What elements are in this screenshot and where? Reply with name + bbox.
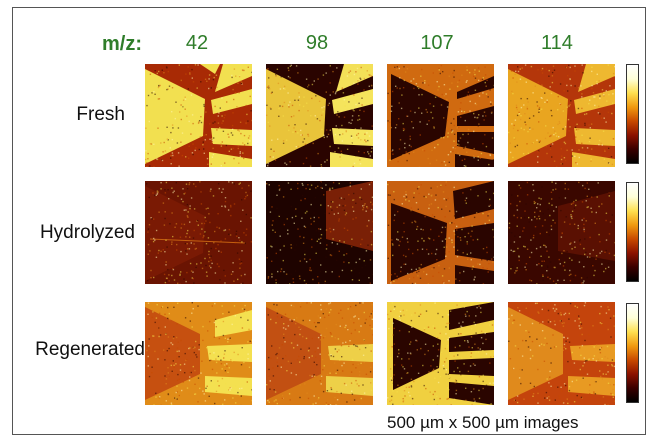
figure-frame: m/z: 42 98 107 114 Fresh Hydrolyzed Rege… [12,7,646,435]
mz-prefix-label: m/z: [102,33,142,55]
mz-label-98: 98 [305,32,329,54]
image-regenerated-mz98 [266,302,373,405]
mz-label-107: 107 [420,32,454,54]
mz-label-42: 42 [185,32,209,54]
row-label-fresh: Fresh [76,104,125,125]
image-fresh-mz114 [508,64,615,167]
image-regenerated-mz42 [145,302,252,405]
row-label-regenerated: Regenerated [35,339,145,360]
image-hydrolyzed-mz114 [508,181,615,284]
colorbar-fresh [626,64,639,164]
image-regenerated-mz107 [387,302,494,405]
image-fresh-mz42 [145,64,252,167]
image-fresh-mz98 [266,64,373,167]
mz-label-114: 114 [541,32,573,54]
image-fresh-mz107 [387,64,494,167]
image-hydrolyzed-mz107 [387,181,494,284]
image-hydrolyzed-mz42 [145,181,252,284]
image-hydrolyzed-mz98 [266,181,373,284]
image-regenerated-mz114 [508,302,615,405]
row-label-hydrolyzed: Hydrolyzed [39,222,135,243]
colorbar-hydrolyzed [626,182,639,282]
image-size-caption: 500 µm x 500 µm images [387,413,579,432]
colorbar-regenerated [626,303,639,403]
